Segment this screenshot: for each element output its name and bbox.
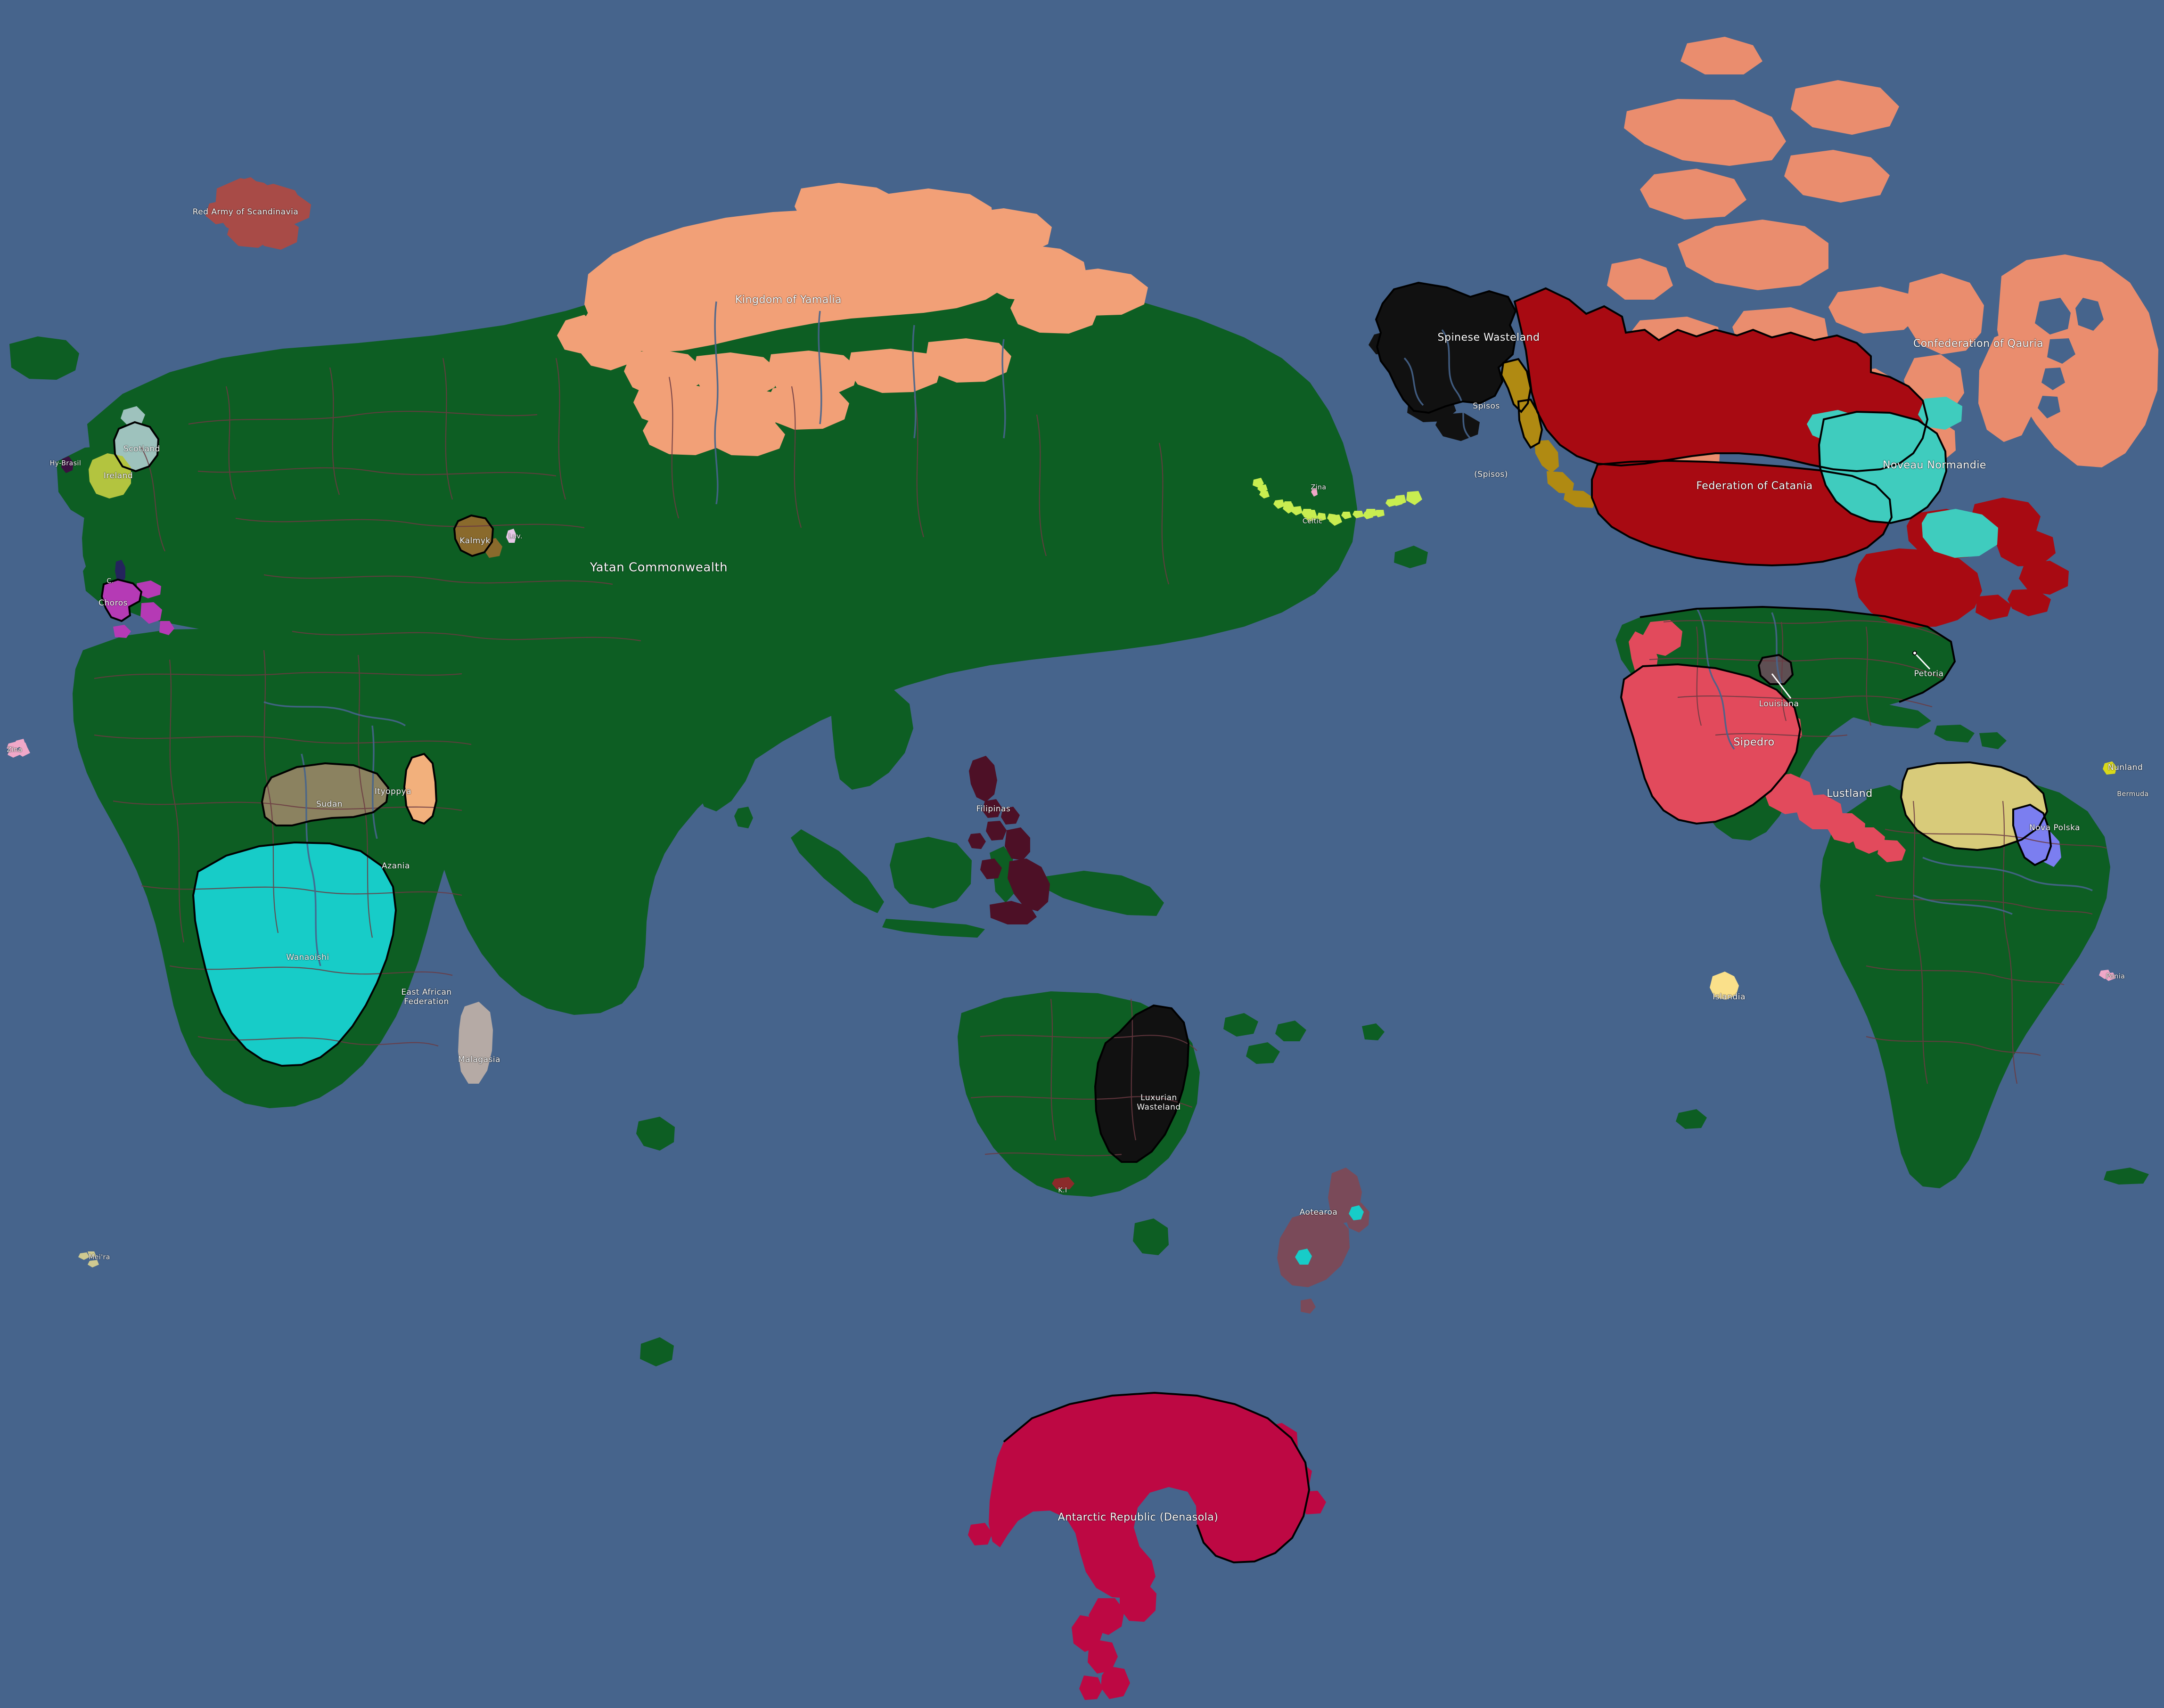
nation-novapolska (2013, 805, 2061, 867)
nation-louisiana (1759, 655, 1793, 684)
nation-celtic (1253, 478, 1422, 526)
nation-meira (78, 1251, 99, 1267)
leader-lines (1771, 652, 1931, 699)
nation-zina (7, 488, 2116, 981)
nation-filipinas (968, 756, 1050, 924)
nation-yamalia (557, 183, 1148, 456)
leader-dots (1912, 651, 1917, 655)
nation-scandinavia (205, 177, 311, 250)
nation-lustland (1901, 762, 2047, 850)
province-borders (94, 358, 2107, 1156)
nation-aotearoa (1277, 1168, 1369, 1314)
nation-spinese (1369, 283, 1516, 441)
nation-sipedro (1621, 620, 1906, 862)
rivers (263, 301, 2093, 966)
nation-islandia (1710, 972, 1739, 1000)
african-nations (193, 754, 493, 1084)
nation-nunland (2103, 761, 2117, 775)
nation-outlines (100, 281, 2052, 1564)
nation-ki (1052, 1177, 1074, 1189)
nation-luxurian (1095, 1005, 1189, 1162)
